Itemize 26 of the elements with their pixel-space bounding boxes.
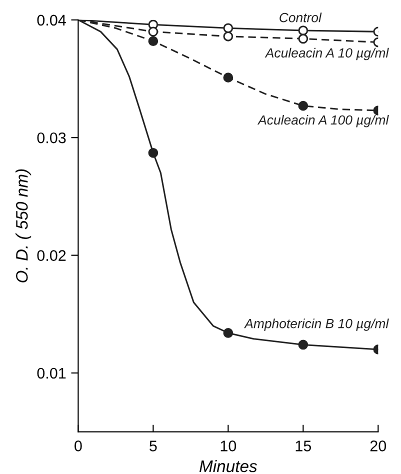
series-label: Amphotericin B 10 µg/ml bbox=[244, 318, 389, 331]
x-tick-label: 20 bbox=[370, 440, 386, 452]
x-tick-label: 0 bbox=[74, 440, 82, 452]
series-label: Control bbox=[280, 12, 322, 22]
y-tick-label: 0.03 bbox=[37, 132, 66, 144]
series-label: Aculeacin A 100 µg/ml bbox=[257, 114, 389, 128]
point bbox=[223, 31, 234, 42]
x-tick-label: 10 bbox=[220, 440, 236, 452]
point bbox=[223, 328, 234, 338]
series-label: Aculeacin A 10 µg/ml bbox=[264, 48, 389, 60]
y-tick-label: 0.04 bbox=[37, 14, 66, 26]
point bbox=[148, 26, 158, 37]
point bbox=[223, 23, 234, 34]
x-tick-label: 5 bbox=[150, 440, 157, 452]
y-tick-label: 0.01 bbox=[37, 368, 66, 379]
y-axis-title: O. D. ( 550 nm) bbox=[16, 169, 32, 282]
point bbox=[223, 72, 234, 83]
point bbox=[298, 340, 308, 350]
x-tick-label: 15 bbox=[296, 440, 312, 452]
point bbox=[148, 36, 158, 46]
point bbox=[298, 26, 308, 36]
y-tick-label: 0.02 bbox=[37, 250, 66, 261]
point bbox=[148, 148, 158, 158]
x-axis-title: Minutes bbox=[200, 460, 258, 472]
point bbox=[298, 34, 308, 44]
point bbox=[298, 100, 308, 111]
